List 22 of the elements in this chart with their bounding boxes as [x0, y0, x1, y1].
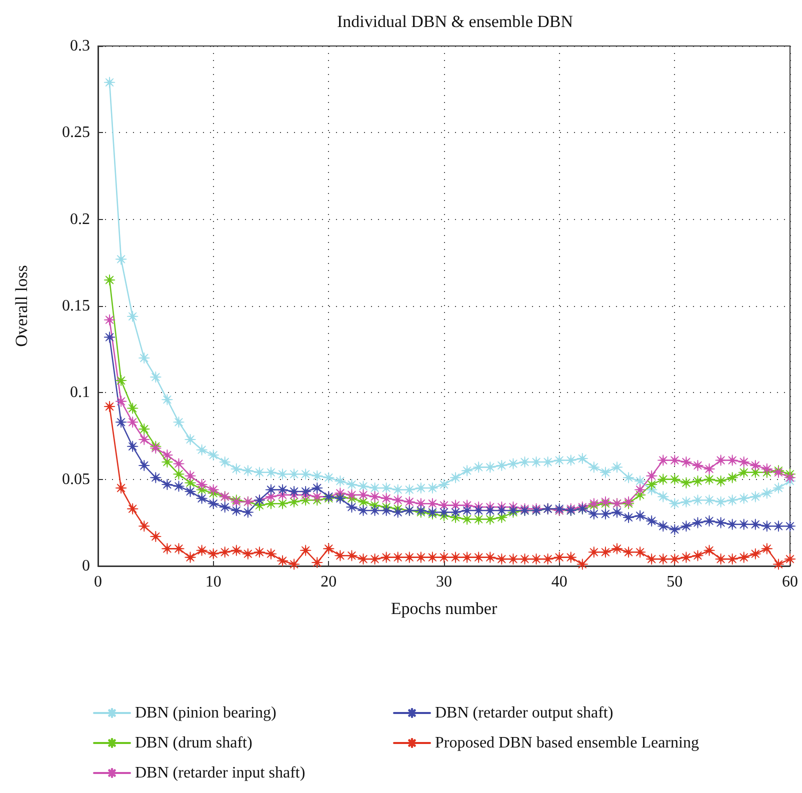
x-tick-label: 30	[436, 574, 452, 590]
x-tick-label: 20	[320, 574, 337, 590]
y-tick-label: 0.2	[70, 210, 90, 228]
y-tick-label: 0.3	[70, 38, 90, 54]
y-tick-label: 0	[82, 558, 90, 574]
x-tick-label: 60	[782, 574, 798, 590]
x-tick-label: 50	[666, 574, 683, 590]
legend-label: DBN (retarder input shaft)	[135, 764, 306, 782]
y-tick-label: 0.1	[70, 384, 90, 402]
legend-label: DBN (pinion bearing)	[135, 704, 276, 722]
y-axis-title: Overall loss	[12, 265, 31, 347]
y-tick-label: 0.15	[62, 298, 90, 314]
x-tick-label: 40	[551, 574, 568, 590]
legend-label: DBN (retarder output shaft)	[435, 704, 614, 722]
chart-title: Individual DBN & ensemble DBN	[336, 12, 574, 31]
x-tick-label: 0	[94, 574, 102, 590]
y-tick-label: 0.05	[62, 470, 90, 488]
legend-label: Proposed DBN based ensemble Learning	[435, 734, 699, 752]
x-tick-label: 10	[205, 574, 222, 590]
legend-label: DBN (drum shaft)	[135, 734, 252, 752]
y-tick-label: 0.25	[62, 124, 90, 142]
x-axis-title: Epochs number	[390, 599, 498, 618]
